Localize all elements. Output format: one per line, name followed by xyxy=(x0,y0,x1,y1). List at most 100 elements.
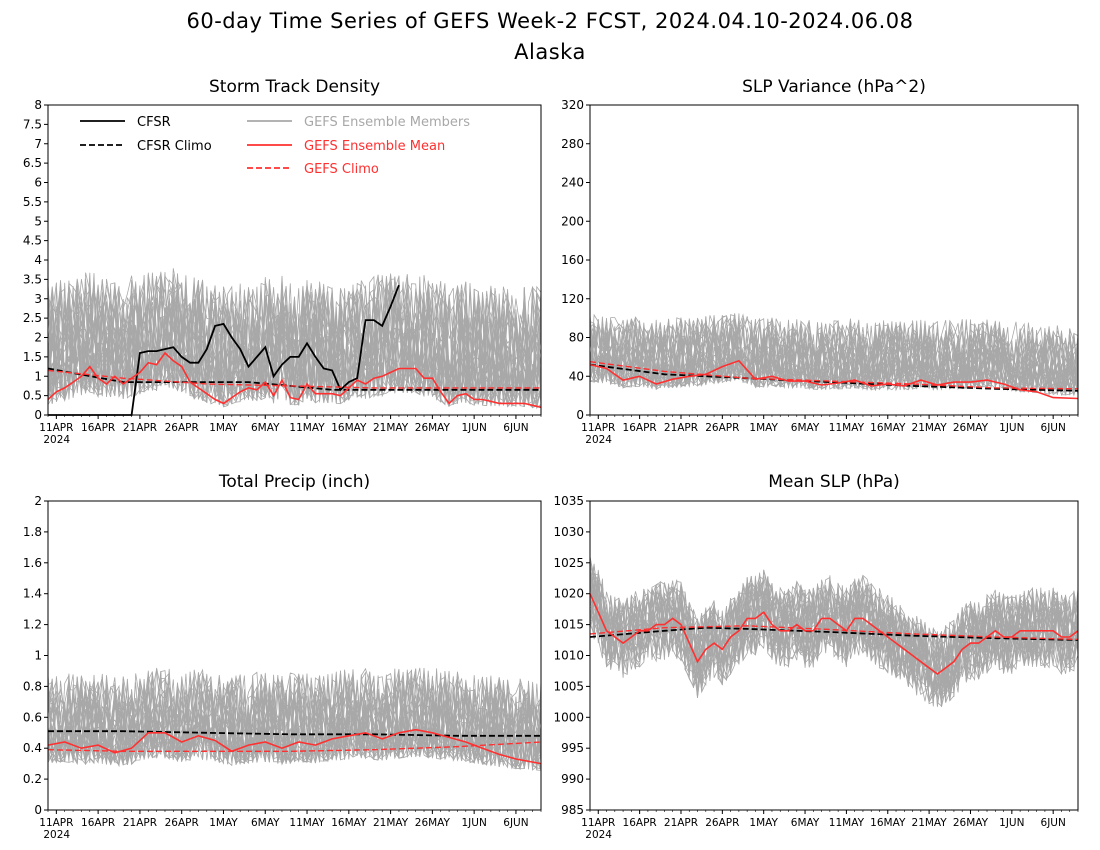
y-tick-label: 2 xyxy=(34,494,42,508)
y-tick-label: 0.8 xyxy=(23,679,42,693)
member-line xyxy=(589,318,1079,396)
y-tick-label: 7.5 xyxy=(23,117,42,131)
y-tick-label: 1000 xyxy=(553,710,584,724)
x-tick-label: 11MAY xyxy=(829,422,865,434)
ensemble-members xyxy=(589,556,1079,708)
y-tick-label: 0 xyxy=(576,408,584,422)
x-tick-label: 16MAY xyxy=(331,817,367,829)
y-tick-label: 7 xyxy=(34,137,42,151)
y-tick-label: 1.2 xyxy=(23,618,42,632)
x-tick-label: 11APR xyxy=(581,817,615,829)
y-tick-label: 2 xyxy=(34,331,42,345)
member-line xyxy=(47,282,542,406)
legend: CFSR CFSR Climo GEFS Ensemble Members GEFS … xyxy=(80,115,470,177)
member-line xyxy=(589,313,1079,396)
legend-label: CFSR Climo xyxy=(137,139,212,154)
y-tick-label: 0 xyxy=(34,803,42,817)
series-gefs-ensemble-mean xyxy=(47,728,542,765)
x-tick-label: 26APR xyxy=(165,817,199,829)
x-tick-label: 1JUN xyxy=(999,817,1024,829)
y-tick-label: 1015 xyxy=(553,618,584,632)
x-tick-label: 16APR xyxy=(623,422,657,434)
chart-panel-4: Mean SLP (hPa) 985 990 995 1000 1005 1010 1015 1… xyxy=(553,472,1079,841)
y-tick-label: 1.5 xyxy=(23,350,42,364)
y-tick-label: 240 xyxy=(561,176,584,190)
x-year-label: 2024 xyxy=(585,434,612,446)
y-tick-label: 40 xyxy=(569,369,584,383)
plot-frame xyxy=(47,500,542,811)
x-tick-label: 1MAY xyxy=(749,422,778,434)
x-tick-label: 26MAY xyxy=(415,422,451,434)
y-tick-label: 1.6 xyxy=(23,556,42,570)
x-tick-label: 11MAY xyxy=(829,817,865,829)
member-line xyxy=(47,669,542,767)
y-tick-label: 6.5 xyxy=(23,156,42,170)
x-tick-label: 21APR xyxy=(123,817,157,829)
y-tick-label: 5 xyxy=(34,214,42,228)
chart-panel-2: SLP Variance (hPa^2) 0 40 80 120 160 200 240 280… xyxy=(561,77,1079,446)
x-tick-label: 21APR xyxy=(664,817,698,829)
y-tick-label: 0.4 xyxy=(23,741,42,755)
member-line xyxy=(589,319,1079,397)
y-tick-label: 0 xyxy=(34,408,42,422)
panel-title: SLP Variance (hPa^2) xyxy=(742,77,926,97)
x-tick-label: 26APR xyxy=(165,422,199,434)
y-tick-label: 80 xyxy=(569,331,584,345)
x-tick-label: 16MAY xyxy=(870,817,906,829)
x-tick-label: 1JUN xyxy=(461,422,486,434)
y-tick-label: 3 xyxy=(34,292,42,306)
x-tick-label: 21MAY xyxy=(912,422,948,434)
y-tick-label: 1010 xyxy=(553,649,584,663)
x-tick-label: 16APR xyxy=(81,422,115,434)
member-line xyxy=(589,579,1079,688)
x-tick-label: 26MAY xyxy=(953,422,989,434)
x-tick-label: 26MAY xyxy=(415,817,451,829)
panel-title: Mean SLP (hPa) xyxy=(768,472,900,492)
x-tick-label: 16APR xyxy=(623,817,657,829)
x-tick-label: 26APR xyxy=(705,422,739,434)
legend-label: CFSR xyxy=(137,115,171,130)
x-tick-label: 16MAY xyxy=(331,422,367,434)
x-tick-label: 26MAY xyxy=(953,817,989,829)
x-tick-label: 26APR xyxy=(705,817,739,829)
y-tick-label: 1025 xyxy=(553,556,584,570)
legend-label: GEFS Ensemble Mean xyxy=(304,139,445,154)
member-line xyxy=(589,573,1079,696)
page-title: 60-day Time Series of GEFS Week-2 FCST, … xyxy=(186,9,914,33)
y-tick-label: 280 xyxy=(561,137,584,151)
y-tick-label: 3.5 xyxy=(23,272,42,286)
y-tick-label: 1035 xyxy=(553,494,584,508)
x-tick-label: 6JUN xyxy=(503,817,528,829)
ensemble-members xyxy=(47,667,542,771)
y-tick-label: 995 xyxy=(561,741,584,755)
legend-label: GEFS Ensemble Members xyxy=(304,115,470,130)
x-tick-label: 21APR xyxy=(664,422,698,434)
chart-panel-3: Total Precip (inch) 0 0.2 0.4 0.6 0.8 1 1.2 1.4 1… xyxy=(23,472,542,841)
member-line xyxy=(47,671,542,771)
series-gefs-climo xyxy=(589,361,1079,390)
x-tick-label: 6MAY xyxy=(251,422,280,434)
series-cfsr-climo xyxy=(589,363,1079,392)
series-cfsr-climo xyxy=(47,367,541,391)
series-gefs-ensemble-mean xyxy=(589,359,1079,400)
member-line xyxy=(47,668,542,769)
y-tick-label: 0.5 xyxy=(23,389,42,403)
x-tick-label: 6MAY xyxy=(791,817,820,829)
y-tick-label: 0.6 xyxy=(23,710,42,724)
series-gefs-ensemble-mean xyxy=(589,593,1079,675)
chart-panel-1: Storm Track Density 0 0.5 1 1.5 2 2.5 3 3.5 4 4.5 5… xyxy=(23,77,542,446)
x-tick-label: 1MAY xyxy=(209,422,238,434)
y-tick-label: 1.8 xyxy=(23,525,42,539)
member-line xyxy=(47,671,542,771)
x-tick-label: 1JUN xyxy=(999,422,1024,434)
series-gefs-climo xyxy=(589,625,1079,641)
y-tick-label: 985 xyxy=(561,803,584,817)
x-tick-label: 21MAY xyxy=(912,817,948,829)
series-gefs-climo xyxy=(47,741,542,752)
member-line xyxy=(47,273,542,407)
series-cfsr-climo xyxy=(48,730,541,737)
x-tick-label: 16MAY xyxy=(870,422,906,434)
x-tick-label: 11APR xyxy=(39,422,73,434)
y-tick-label: 1020 xyxy=(553,587,584,601)
